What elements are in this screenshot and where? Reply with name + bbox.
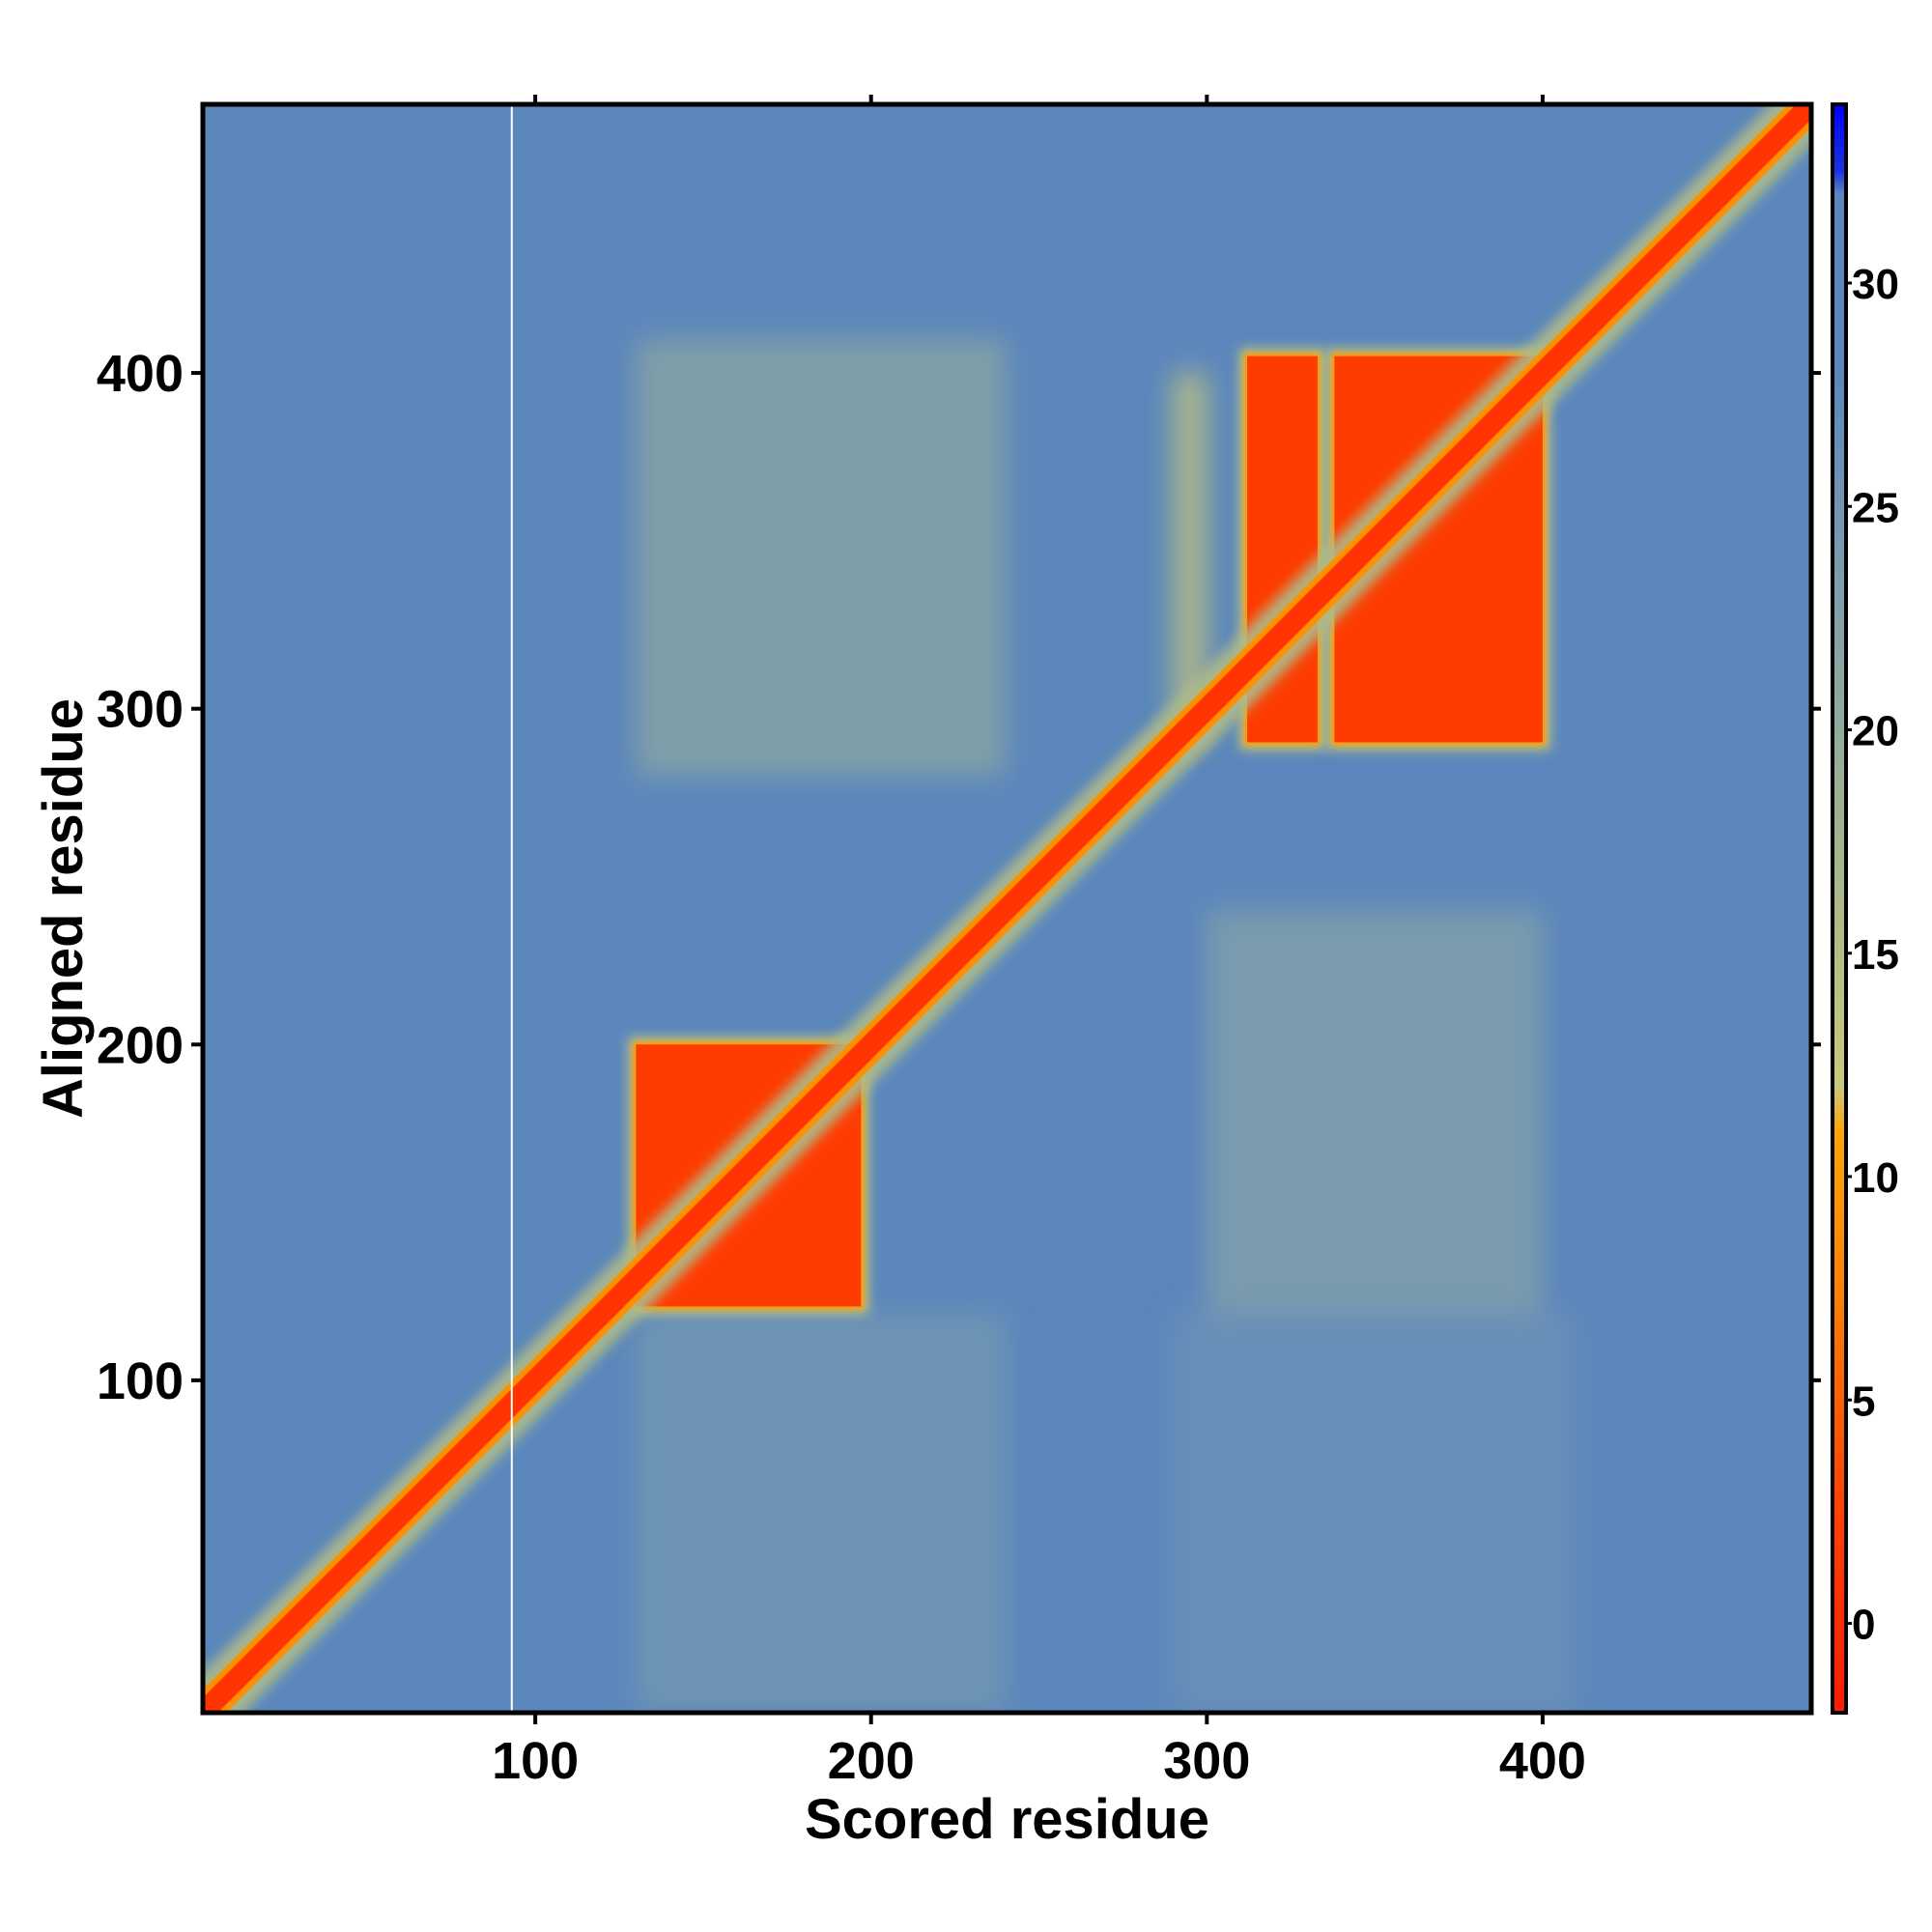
intermediate-band-1 xyxy=(636,339,1006,777)
colorbar-tick-label-10: 10 xyxy=(1852,1154,1899,1202)
colorbar-tick-label-25: 25 xyxy=(1852,484,1899,531)
intermediate-band-3 xyxy=(636,1313,1006,1713)
colorbar-bar xyxy=(1831,102,1848,1715)
intermediate-band-4 xyxy=(1173,1313,1577,1713)
x-axis-ticks: 100 200 300 400 xyxy=(492,95,1586,1790)
y-tick-label-400: 400 xyxy=(97,345,184,403)
heatmap-intermediate-bands xyxy=(636,339,1577,1713)
y-tick-label-200: 200 xyxy=(97,1016,184,1074)
intermediate-band-2 xyxy=(1207,910,1543,1314)
x-tick-label-200: 200 xyxy=(828,1732,915,1790)
diagonal-core xyxy=(203,104,1811,1713)
y-axis-ticks: 100 200 300 400 xyxy=(97,345,1821,1410)
heatmap-diagonal xyxy=(203,104,1811,1713)
colorbar-tick-label-0: 0 xyxy=(1852,1602,1875,1649)
y-tick-label-100: 100 xyxy=(97,1352,184,1410)
y-axis-title: Aligned residue xyxy=(32,698,95,1119)
x-tick-label-300: 300 xyxy=(1163,1732,1250,1790)
x-tick-label-400: 400 xyxy=(1499,1732,1586,1790)
plot-frame xyxy=(200,101,1814,1716)
colorbar-tick-label-5: 5 xyxy=(1852,1378,1875,1425)
colorbar-ticks: 0 5 10 15 20 25 30 xyxy=(1846,261,1899,1649)
colorbar-tick-label-20: 20 xyxy=(1852,708,1899,755)
x-axis-title: Scored residue xyxy=(805,1788,1209,1851)
colorbar: 0 5 10 15 20 25 30 xyxy=(1831,102,1899,1715)
heatmap-plot-area xyxy=(203,104,1811,1713)
colorbar-tick-label-15: 15 xyxy=(1852,931,1899,979)
x-tick-label-100: 100 xyxy=(492,1732,579,1790)
y-tick-label-300: 300 xyxy=(97,681,184,739)
colorbar-tick-label-30: 30 xyxy=(1852,261,1899,308)
